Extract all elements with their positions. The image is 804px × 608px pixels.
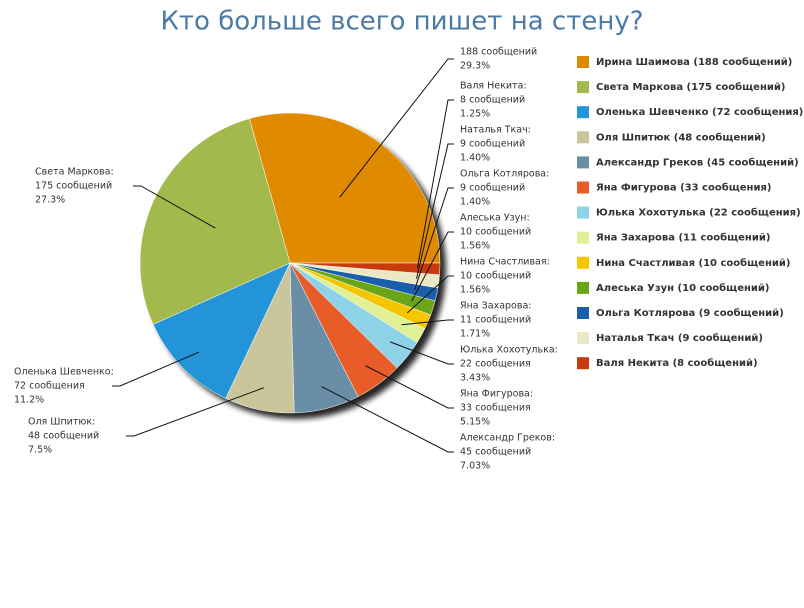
legend-swatch <box>577 256 589 269</box>
callout-line <box>365 365 454 409</box>
legend-swatch <box>577 206 589 219</box>
callout-line <box>414 187 454 290</box>
callout-line <box>126 387 264 437</box>
legend-swatch <box>577 106 589 119</box>
callout-label: 72 сообщения <box>14 381 85 392</box>
chart-title: Кто больше всего пишет на стену? <box>160 7 643 37</box>
legend-swatch <box>577 156 589 169</box>
callout-label: 1.56% <box>460 285 490 296</box>
callout-line <box>416 99 454 269</box>
legend-label: Яна Фигурова (33 сообщения) <box>596 182 771 194</box>
legend-label: Юлька Хохотулька (22 сообщения) <box>596 207 801 219</box>
pie-slice <box>139 118 291 325</box>
pie-slice <box>249 112 441 264</box>
callout-label: 1.56% <box>460 241 490 252</box>
legend-swatch <box>577 357 589 370</box>
callout-label: 9 сообщений <box>460 139 525 150</box>
callout-label: 5.15% <box>460 417 490 428</box>
legend-label: Валя Некита (8 сообщений) <box>596 357 758 369</box>
callout-label: 1.40% <box>460 153 490 164</box>
legend-swatch <box>577 131 589 144</box>
callout-label: 29.3% <box>460 61 490 72</box>
callout-label: 175 сообщений <box>35 181 112 192</box>
callout-label: Валя Некита: <box>460 81 527 92</box>
callout-label: Яна Фигурова: <box>460 389 533 400</box>
callout-label: Оля Шпитюк: <box>28 417 95 428</box>
callout-label: Наталья Ткач: <box>460 125 531 136</box>
callout-label: 10 сообщений <box>460 227 531 238</box>
legend-label: Света Маркова (175 сообщений) <box>596 81 785 93</box>
callout-label: 22 сообщения <box>460 359 531 370</box>
callout-line <box>411 231 454 302</box>
pie-slice <box>152 262 291 399</box>
callout-label: 9 сообщений <box>460 183 525 194</box>
callout-label: Оленька Шевченко: <box>14 367 114 378</box>
callout-label: 48 сообщений <box>28 431 99 442</box>
callout-label: 11.2% <box>14 395 44 406</box>
legend-swatch <box>577 281 589 294</box>
callout-label: 8 сообщений <box>460 95 525 106</box>
callout-label: 1.40% <box>460 197 490 208</box>
callout-label: 11 сообщений <box>460 315 531 326</box>
callout-line <box>339 58 454 198</box>
legend-label: Наталья Ткач (9 сообщений) <box>596 332 763 344</box>
callout-line <box>112 351 200 387</box>
legend-label: Ольга Котлярова (9 сообщений) <box>596 307 784 319</box>
callout-label: 1.25% <box>460 109 490 120</box>
callout-line <box>416 143 454 279</box>
callout-label: 10 сообщений <box>460 271 531 282</box>
callout-label: 27.3% <box>35 195 65 206</box>
callout-label: Нина Счастливая: <box>460 257 550 268</box>
callout-label: 7.03% <box>460 461 490 472</box>
callout-label: Юлька Хохотулька: <box>460 345 558 356</box>
legend-swatch <box>577 181 589 194</box>
callout-line <box>389 341 454 365</box>
legend-swatch <box>577 231 589 244</box>
legend-label: Яна Захарова (11 сообщений) <box>596 232 770 244</box>
callout-line <box>321 386 454 453</box>
callout-label: Алеська Узун: <box>460 213 530 224</box>
callout-line <box>401 319 454 326</box>
legend-label: Оленька Шевченко (72 сообщения) <box>596 106 803 118</box>
callout-line <box>406 275 454 314</box>
callout-line <box>133 185 216 229</box>
callout-label: 45 сообщений <box>460 447 531 458</box>
legend-swatch <box>577 81 589 94</box>
legend-swatch <box>577 307 589 319</box>
callout-label: Александр Греков: <box>460 433 555 444</box>
legend-label: Ирина Шаимова (188 сообщений) <box>596 56 792 68</box>
callout-label: 188 сообщений <box>460 47 537 58</box>
callout-label: 3.43% <box>460 373 490 384</box>
legend-label: Нина Счастливая (10 сообщений) <box>596 257 790 269</box>
callout-label: Ольга Котлярова: <box>460 169 549 180</box>
legend-label: Оля Шпитюк (48 сообщений) <box>596 131 766 143</box>
legend-label: Алеська Узун (10 сообщений) <box>596 282 770 294</box>
legend-swatch <box>577 56 589 68</box>
callout-label: 33 сообщения <box>460 403 531 414</box>
legend-swatch <box>577 332 589 345</box>
callout-label: Света Маркова: <box>35 167 114 178</box>
callout-label: Яна Захарова: <box>460 301 531 312</box>
callout-label: 7.5% <box>28 445 52 456</box>
pie-slice <box>289 262 441 276</box>
legend-label: Александр Греков (45 сообщений) <box>596 156 799 168</box>
callout-label: 1.71% <box>460 329 490 340</box>
